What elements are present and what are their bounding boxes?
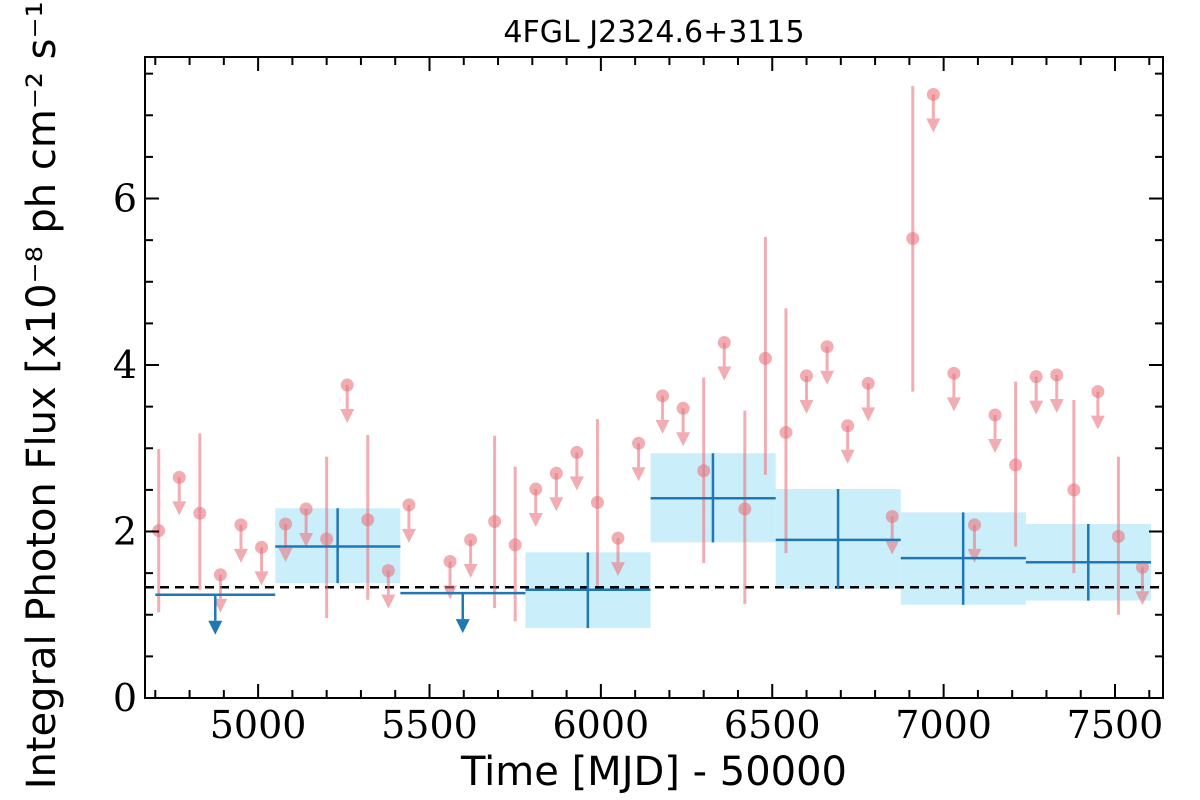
short-bin-upper-limit-arrow [926,118,941,133]
axis-ticks: 5000 5500 6000 6500 7000 7500 0 2 4 6 [113,57,1164,747]
short-bin-point [1111,530,1125,544]
short-bin-upper-limit-arrow [278,548,293,563]
short-bin-point [1009,458,1023,472]
short-bin-upper-limit-arrow [1029,400,1044,415]
plot-frame [144,56,1164,699]
y-tick-label: 4 [113,343,137,387]
short-bin-upper-limit-point [1029,370,1043,384]
short-bin-upper-limit-arrow [528,513,543,528]
short-bin-upper-limit-point [947,366,961,380]
short-bin-upper-limit-point [800,369,814,383]
short-bin-point [697,464,711,478]
short-bin-upper-limit-arrow [1049,399,1064,414]
short-bin-upper-limit-arrow [549,497,564,512]
y-tick-label: 6 [113,177,137,221]
y-axis-label: Integral Photon Flux [x10⁻⁸ ph cm⁻² s⁻¹] [19,0,65,789]
short-bin-upper-limit-point [656,389,670,403]
short-bin-upper-limit-point [529,482,543,496]
short-bin-point [320,532,334,546]
x-tick-label: 7000 [895,703,992,747]
short-bin-points [152,86,1150,622]
short-bin-point [779,425,793,439]
short-bin-upper-limit-point [172,470,186,484]
short-bin-upper-limit-point [443,554,457,568]
short-bin-upper-limit-arrow [172,501,187,516]
short-bin-upper-limit-arrow [213,598,228,613]
short-bin-upper-limit-arrow [717,366,732,381]
short-bin-upper-limit-point [926,87,940,101]
short-bin-upper-limit-arrow [254,571,269,586]
short-bin-upper-limit-arrow [340,408,355,423]
short-bin-upper-limit-point [299,502,313,516]
short-bin-upper-limit-point [1135,560,1149,574]
short-bin-upper-limit-point [632,436,646,450]
short-bin-upper-limit-arrow [655,419,670,434]
short-bin-upper-limit-arrow [885,540,900,555]
short-bin-upper-limit-point [255,540,269,554]
chart-title: 4FGL J2324.6+3115 [503,15,804,50]
short-bin-upper-limit-arrow [631,467,646,482]
short-bin-upper-limit-point [549,466,563,480]
x-tick-label: 5500 [381,703,478,747]
short-bin-upper-limit-arrow [676,432,691,447]
short-bin-upper-limit-point [381,564,395,578]
short-bin-upper-limit-point [967,518,981,532]
short-bin-upper-limit-point [464,533,478,547]
short-bin-point [590,495,604,509]
short-bin-upper-limit-arrow [463,563,478,578]
short-bin-upper-limit-arrow [569,476,584,491]
short-bin-upper-limit-arrow [1090,415,1105,430]
short-bin-point [906,231,920,245]
short-bin-upper-limit-arrow [840,449,855,464]
short-bin-point [193,506,207,520]
short-bin-upper-limit-point [861,376,875,390]
short-bin-point [488,515,502,529]
short-bin-point [508,538,522,552]
short-bin-point [1067,483,1081,497]
short-bin-upper-limit-point [988,408,1002,422]
short-bin-upper-limit-arrow [299,533,314,548]
short-bin-upper-limit-point [340,378,354,392]
x-tick-label: 6500 [724,703,821,747]
long-bin-upper-limit-arrow [455,619,470,634]
short-bin-upper-limit-arrow [233,548,248,563]
short-bin-upper-limit-point [213,568,227,582]
long-bin-upper-limit-arrow [208,620,223,635]
short-bin-upper-limit-arrow [946,397,961,412]
short-bin-upper-limit-arrow [401,528,416,543]
short-bin-upper-limit-point [611,531,625,545]
short-bin-point [738,502,752,516]
short-bin-upper-limit-arrow [967,548,982,563]
short-bin-upper-limit-point [1050,368,1064,382]
short-bin-upper-limit-point [402,498,416,512]
y-tick-label: 2 [113,510,137,554]
short-bin-upper-limit-arrow [988,438,1003,453]
short-bin-upper-limit-arrow [381,594,396,609]
short-bin-upper-limit-point [234,518,248,532]
x-axis-label: Time [MJD] - 50000 [460,749,847,795]
short-bin-upper-limit-point [841,419,855,433]
x-tick-label: 7500 [1067,703,1164,747]
short-bin-upper-limit-point [570,445,584,459]
x-tick-label: 6000 [553,703,650,747]
short-bin-upper-limit-arrow [820,370,835,385]
long-bin-points [155,453,1152,635]
y-tick-label: 0 [113,676,137,720]
short-bin-upper-limit-arrow [1135,591,1150,606]
short-bin-upper-limit-arrow [611,562,626,577]
short-bin-upper-limit-point [1091,385,1105,399]
short-bin-upper-limit-point [279,517,293,531]
short-bin-point [758,351,772,365]
short-bin-upper-limit-point [717,336,731,350]
short-bin-upper-limit-point [676,401,690,415]
short-bin-upper-limit-point [820,340,834,354]
short-bin-upper-limit-point [885,510,899,524]
short-bin-point [361,513,375,527]
x-tick-label: 5000 [210,703,307,747]
short-bin-upper-limit-arrow [861,407,876,422]
short-bin-upper-limit-arrow [799,399,814,414]
